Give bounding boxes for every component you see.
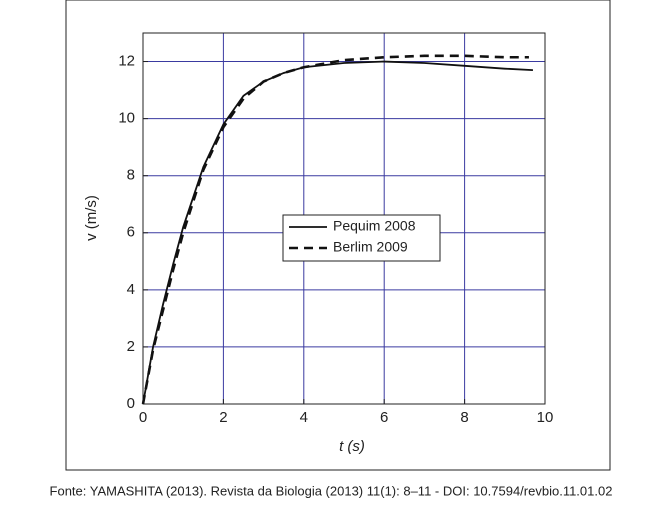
x-tick-label: 6 [380,409,388,426]
legend-box [282,214,441,262]
x-tick-label: 2 [219,409,227,426]
y-tick-label: 6 [127,224,135,241]
y-tick-label: 0 [127,395,135,412]
y-tick-label: 10 [118,110,135,127]
x-axis-label: t (s) [339,438,365,455]
x-tick-label: 0 [139,409,147,426]
legend: Pequim 2008 Berlim 2009 [282,214,441,262]
x-tick-label: 4 [300,409,308,426]
figure-frame [65,0,611,471]
x-tick-label: 10 [537,409,554,426]
caption: Fonte: YAMASHITA (2013). Revista da Biol… [50,483,613,498]
data-line [141,54,529,405]
y-tick-label: 12 [118,53,135,70]
x-tick-label: 8 [460,409,468,426]
legend-label: Berlim 2009 [333,239,408,255]
y-axis-label: v (m/s) [83,195,100,241]
y-tick-label: 2 [127,338,135,355]
legend-label: Pequim 2008 [333,218,416,234]
y-tick-label: 8 [127,167,135,184]
y-tick-label: 4 [127,281,135,298]
plot-frame [142,32,546,405]
